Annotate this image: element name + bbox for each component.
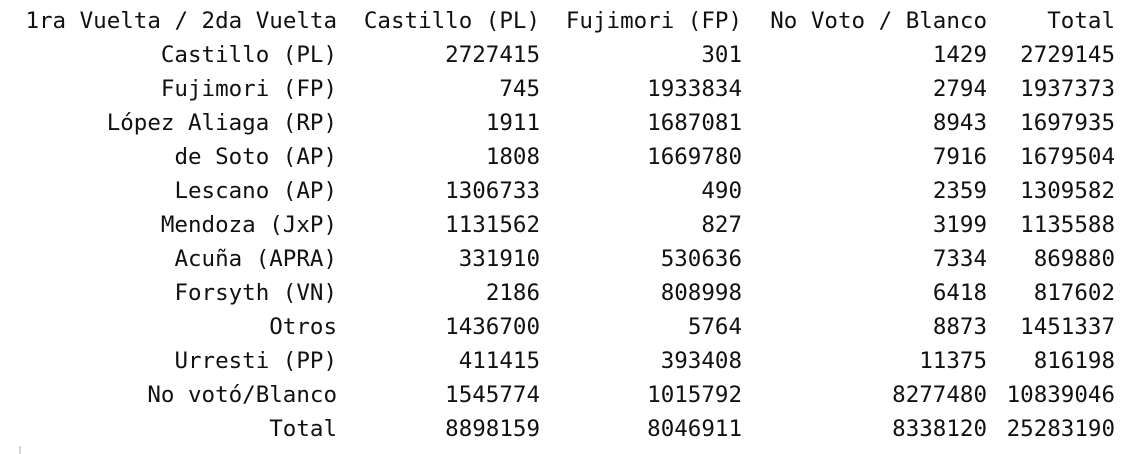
table-cell: 11375 [919,348,987,374]
column-header: Castillo (PL) [363,8,540,34]
table-cell: 1679504 [1020,144,1115,170]
table-cell: 1131562 [445,212,540,238]
table-row: Forsyth (VN) 2186 808998 6418 817602 [3,276,1115,310]
row-label: Lescano (AP) [174,178,337,204]
row-label: Mendoza (JxP) [160,212,337,238]
table-row: No votó/Blanco 1545774 1015792 8277480 10839… [3,378,1115,412]
table-cell: 8873 [932,314,987,340]
row-label: Castillo (PL) [160,42,337,68]
row-label: López Aliaga (RP) [106,110,337,136]
corner-header: 1ra Vuelta / 2da Vuelta [25,8,337,34]
table-row: Otros 1436700 5764 8873 1451337 [3,310,1115,344]
table-row: Urresti (PP) 411415 393408 11375 816198 [3,344,1115,378]
table-cell: 1545774 [445,382,540,408]
table-cell: 816198 [1033,348,1115,374]
row-label: Fujimori (FP) [160,76,337,102]
table-cell: 10839046 [1006,382,1115,408]
table-cell: 490 [701,178,742,204]
table-cell: 8277480 [892,382,987,408]
row-label: Acuña (APRA) [174,246,337,272]
table-cell: 2359 [932,178,987,204]
row-label: Otros [269,314,337,340]
table-row: Acuña (APRA) 331910 530636 7334 869880 [3,242,1115,276]
table-cell: 1808 [485,144,540,170]
table-cell: 2727415 [445,42,540,68]
row-label: Forsyth (VN) [174,280,337,306]
column-header: Total [1047,8,1115,34]
row-label: de Soto (AP) [174,144,337,170]
table-row: Total 8898159 8046911 8338120 25283190 [3,412,1115,446]
table-cell: 8943 [932,110,987,136]
table-cell: 1429 [932,42,987,68]
table-cell: 808998 [660,280,742,306]
table-body: Castillo (PL) 2727415 301 1429 2729145 Fujimo… [3,38,1115,446]
table-cell: 869880 [1033,246,1115,272]
table-cell: 1015792 [647,382,742,408]
table-cell: 745 [499,76,540,102]
table-cell: 1937373 [1020,76,1115,102]
table-cell: 411415 [458,348,540,374]
row-label: Urresti (PP) [174,348,337,374]
table-cell: 1687081 [647,110,742,136]
table-cell: 3199 [932,212,987,238]
table-cell: 1306733 [445,178,540,204]
row-label: Total [269,416,337,442]
header-row: 1ra Vuelta / 2da Vuelta Castillo (PL) Fu… [3,4,1115,38]
table-cell: 1436700 [445,314,540,340]
table-cell: 7334 [932,246,987,272]
table-cell: 8898159 [445,416,540,442]
table-row: Mendoza (JxP) 1131562 827 3199 1135588 [3,208,1115,242]
table-row: López Aliaga (RP) 1911 1687081 8943 1697935 [3,106,1115,140]
table-row: Fujimori (FP) 745 1933834 2794 1937373 [3,72,1115,106]
table-cell: 1933834 [647,76,742,102]
column-header: Fujimori (FP) [565,8,742,34]
table-cell: 6418 [932,280,987,306]
table-cell: 301 [701,42,742,68]
table-cell: 25283190 [1006,416,1115,442]
table-cell: 2729145 [1020,42,1115,68]
table-cell: 1135588 [1020,212,1115,238]
table-cell: 1451337 [1020,314,1115,340]
table-cell: 8338120 [892,416,987,442]
table-cell: 1669780 [647,144,742,170]
table-row: de Soto (AP) 1808 1669780 7916 1679504 [3,140,1115,174]
column-header: No Voto / Blanco [770,8,987,34]
crosstab-table: 1ra Vuelta / 2da Vuelta Castillo (PL) Fu… [3,4,1115,446]
row-label: No votó/Blanco [147,382,337,408]
table-cell: 1697935 [1020,110,1115,136]
table-cell: 817602 [1033,280,1115,306]
table-row: Castillo (PL) 2727415 301 1429 2729145 [3,38,1115,72]
table-cell: 2186 [485,280,540,306]
table-cell: 1911 [485,110,540,136]
cursor-mark [19,446,21,454]
table-cell: 331910 [458,246,540,272]
table-cell: 827 [701,212,742,238]
table-cell: 8046911 [647,416,742,442]
table-row: Lescano (AP) 1306733 490 2359 1309582 [3,174,1115,208]
table-cell: 393408 [660,348,742,374]
table-cell: 5764 [687,314,742,340]
table-cell: 1309582 [1020,178,1115,204]
table-cell: 2794 [932,76,987,102]
table-cell: 530636 [660,246,742,272]
table-cell: 7916 [932,144,987,170]
